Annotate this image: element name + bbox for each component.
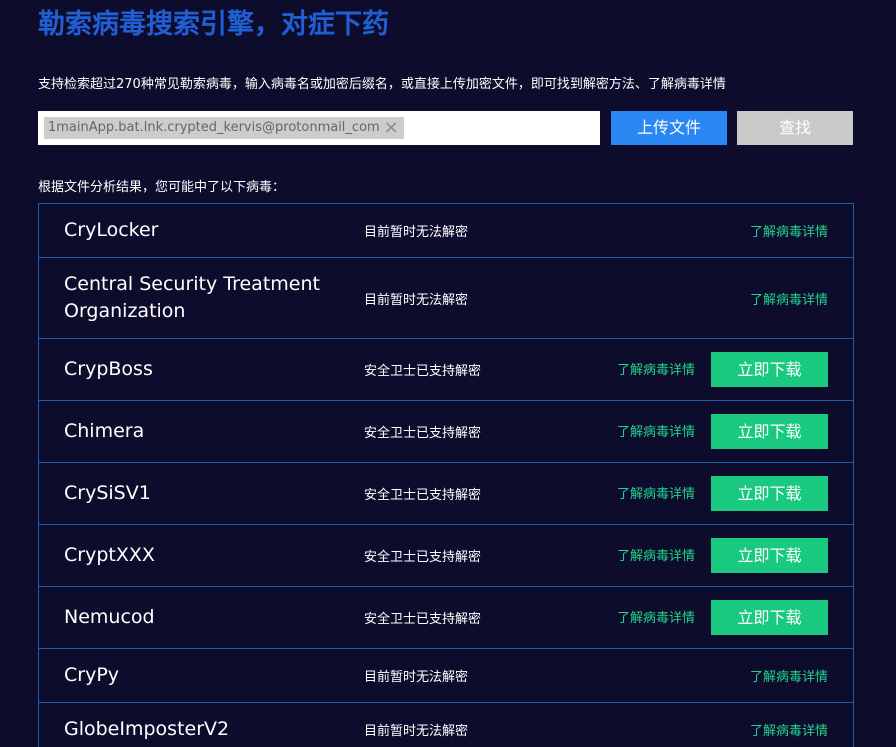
decrypt-status: 安全卫士已支持解密 <box>364 422 481 441</box>
result-row: CryPy目前暂时无法解密 了解病毒详情 <box>39 649 853 703</box>
download-button[interactable]: 立即下载 <box>711 414 828 449</box>
decrypt-status: 目前暂时无法解密 <box>364 221 468 240</box>
virus-name: CryPy <box>39 662 364 689</box>
details-link[interactable]: 了解病毒详情 <box>617 607 695 626</box>
download-button[interactable]: 立即下载 <box>711 352 828 387</box>
result-row: Nemucod安全卫士已支持解密 了解病毒详情立即下载 <box>39 587 853 649</box>
results-table: CryLocker目前暂时无法解密了解病毒详情Central Security … <box>38 203 854 747</box>
results-label: 根据文件分析结果，您可能中了以下病毒： <box>38 176 285 195</box>
result-row: Chimera安全卫士已支持解密 了解病毒详情立即下载 <box>39 401 853 463</box>
result-row: CrypBoss安全卫士已支持解密 了解病毒详情立即下载 <box>39 339 853 401</box>
details-link[interactable]: 了解病毒详情 <box>617 421 695 440</box>
upload-button[interactable]: 上传文件 <box>611 111 727 145</box>
details-link[interactable]: 了解病毒详情 <box>750 666 828 685</box>
virus-name: GlobeImposterV2 <box>39 716 364 743</box>
decrypt-status: 目前暂时无法解密 <box>364 289 468 308</box>
details-link[interactable]: 了解病毒详情 <box>750 720 828 739</box>
decrypt-status: 安全卫士已支持解密 <box>364 484 481 503</box>
virus-name: Central Security Treatment Organization <box>39 271 364 325</box>
decrypt-status: 目前暂时无法解密 <box>364 720 468 739</box>
decrypt-status: 目前暂时无法解密 <box>364 666 468 685</box>
details-link[interactable]: 了解病毒详情 <box>617 359 695 378</box>
result-row: CrySiSV1安全卫士已支持解密 了解病毒详情立即下载 <box>39 463 853 525</box>
download-button[interactable]: 立即下载 <box>711 538 828 573</box>
result-row: CryLocker目前暂时无法解密 了解病毒详情 <box>39 204 853 258</box>
result-row: CryptXXX安全卫士已支持解密 了解病毒详情立即下载 <box>39 525 853 587</box>
virus-name: CryLocker <box>39 217 364 244</box>
virus-name: Chimera <box>39 418 364 445</box>
details-link[interactable]: 了解病毒详情 <box>750 289 828 308</box>
download-button[interactable]: 立即下载 <box>711 600 828 635</box>
virus-name: CrySiSV1 <box>39 480 364 507</box>
details-link[interactable]: 了解病毒详情 <box>750 221 828 240</box>
subtitle: 支持检索超过270种常见勒索病毒，输入病毒名或加密后缀名，或直接上传加密文件，即… <box>38 73 726 92</box>
virus-name: CrypBoss <box>39 356 364 383</box>
file-chip[interactable]: 1mainApp.bat.lnk.crypted_kervis@protonma… <box>44 117 404 139</box>
search-input[interactable]: 1mainApp.bat.lnk.crypted_kervis@protonma… <box>38 111 600 145</box>
decrypt-status: 安全卫士已支持解密 <box>364 608 481 627</box>
search-button[interactable]: 查找 <box>737 111 853 145</box>
result-row: GlobeImposterV2目前暂时无法解密 了解病毒详情 <box>39 703 853 747</box>
virus-name: CryptXXX <box>39 542 364 569</box>
download-button[interactable]: 立即下载 <box>711 476 828 511</box>
result-row: Central Security Treatment Organization目… <box>39 258 853 339</box>
decrypt-status: 安全卫士已支持解密 <box>364 360 481 379</box>
decrypt-status: 安全卫士已支持解密 <box>364 546 481 565</box>
details-link[interactable]: 了解病毒详情 <box>617 483 695 502</box>
virus-name: Nemucod <box>39 604 364 631</box>
title: 勒索病毒搜索引擎，对症下药 <box>38 2 389 41</box>
details-link[interactable]: 了解病毒详情 <box>617 545 695 564</box>
